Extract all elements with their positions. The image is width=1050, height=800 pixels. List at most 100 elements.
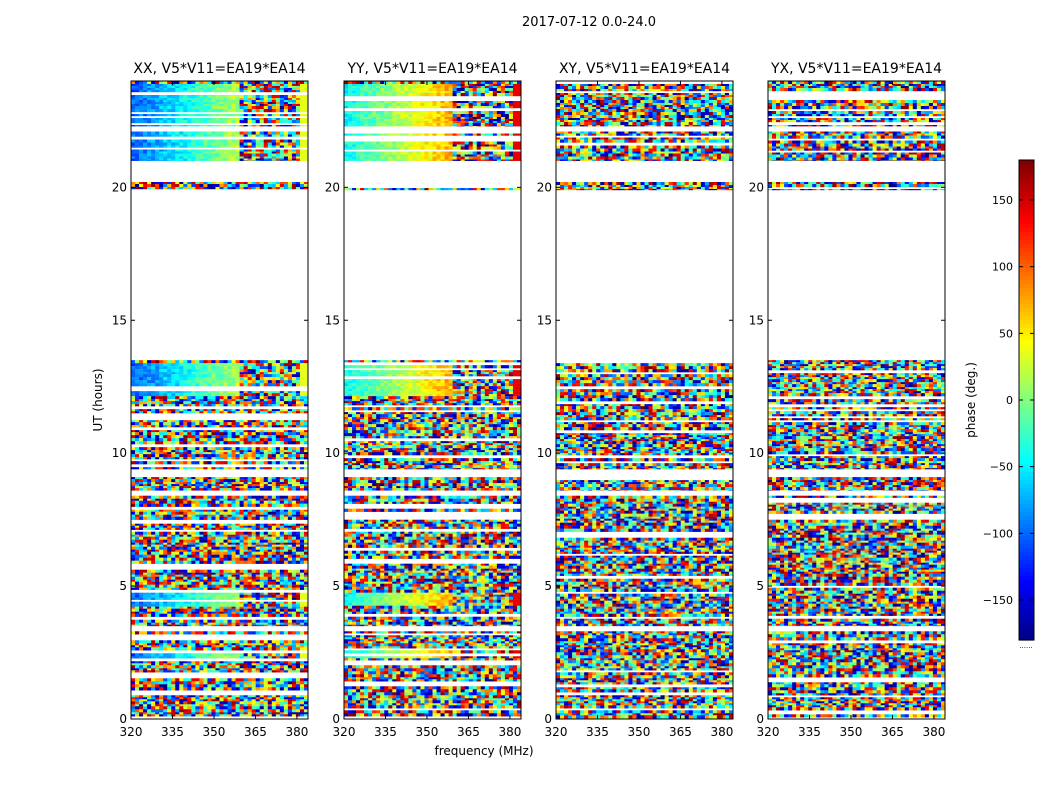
heatmap-cell	[155, 594, 160, 598]
heatmap-cell	[199, 360, 204, 364]
heatmap-cell	[243, 369, 248, 373]
heatmap-cell	[235, 380, 240, 384]
heatmap-cell	[275, 142, 281, 146]
heatmap-cell	[275, 420, 281, 423]
heatmap-cell	[259, 572, 265, 575]
heatmap-cell	[223, 701, 228, 705]
heatmap-cell	[243, 608, 248, 612]
heatmap-cell	[283, 681, 289, 685]
heatmap-cell	[295, 383, 301, 387]
heatmap-cell	[267, 401, 273, 405]
heatmap-cell	[303, 383, 308, 387]
heatmap-cell	[263, 477, 269, 480]
heatmap-cell	[227, 139, 232, 143]
heatmap-cell	[251, 663, 256, 666]
heatmap-cell	[283, 549, 289, 552]
heatmap-cell	[295, 377, 301, 381]
heatmap-cell	[179, 486, 184, 489]
heatmap-cell	[203, 684, 208, 688]
heatmap-cell	[279, 531, 285, 535]
heatmap-cell	[267, 684, 273, 688]
heatmap-cell	[163, 678, 168, 682]
heatmap-cell	[275, 709, 281, 713]
heatmap-cell	[227, 461, 232, 465]
heatmap-cell	[287, 484, 293, 487]
heatmap-cell	[279, 678, 285, 682]
heatmap-cell	[303, 613, 308, 617]
heatmap-cell	[295, 572, 301, 575]
heatmap-cell	[139, 668, 144, 671]
heatmap-cell	[135, 134, 140, 137]
heatmap-cell	[239, 536, 244, 540]
heatmap-cell	[259, 695, 265, 698]
heatmap-cell	[279, 544, 285, 547]
heatmap-cell	[151, 624, 156, 627]
heatmap-cell	[267, 608, 273, 612]
heatmap-cell	[295, 441, 301, 445]
heatmap-cell	[131, 608, 136, 612]
heatmap-cell	[211, 184, 216, 188]
heatmap-cell	[255, 447, 261, 451]
heatmap-cell	[231, 712, 236, 715]
heatmap-cell	[279, 601, 285, 604]
heatmap-cell	[199, 422, 204, 426]
heatmap-cell	[267, 435, 273, 439]
heatmap-cell	[203, 574, 208, 577]
heatmap-cell	[159, 393, 164, 397]
heatmap-cell	[291, 139, 297, 143]
heatmap-cell	[211, 594, 216, 598]
heatmap-cell	[203, 695, 208, 698]
heatmap-cell	[151, 574, 156, 577]
heatmap-cell	[267, 486, 273, 489]
heatmap-cell	[139, 647, 144, 651]
heatmap-cell	[239, 454, 244, 458]
heatmap-cell	[219, 479, 224, 483]
heatmap-cell	[139, 432, 144, 436]
heatmap-cell	[295, 425, 301, 428]
heatmap-cell	[279, 396, 285, 400]
heatmap-cell	[295, 187, 301, 190]
heatmap-cell	[191, 422, 196, 426]
heatmap-cell	[151, 665, 156, 669]
heatmap-cell	[151, 569, 156, 573]
heatmap-cell	[239, 709, 244, 713]
heatmap-cell	[215, 663, 220, 666]
heatmap-cell	[163, 546, 168, 550]
heatmap-cell	[191, 486, 196, 489]
heatmap-cell	[155, 399, 160, 402]
heatmap-cell	[135, 534, 140, 537]
heatmap-cell	[163, 606, 168, 609]
heatmap-cell	[303, 701, 308, 705]
heatmap-cell	[239, 551, 244, 555]
heatmap-cell	[199, 401, 204, 405]
heatmap-cell	[219, 430, 224, 433]
heatmap-cell	[227, 712, 232, 715]
heatmap-cell	[163, 516, 168, 520]
heatmap-cell	[263, 608, 269, 612]
heatmap-cell	[171, 592, 176, 595]
heatmap-cell	[159, 624, 164, 627]
heatmap-cell	[147, 592, 152, 595]
heatmap-cell	[263, 670, 269, 673]
heatmap-cell	[259, 606, 265, 609]
heatmap-cell	[303, 435, 308, 439]
heatmap-cell	[191, 714, 196, 717]
heatmap-cell	[303, 516, 308, 520]
heatmap-cell	[279, 534, 285, 537]
heatmap-cell	[239, 531, 244, 535]
heatmap-cell	[219, 665, 224, 669]
heatmap-cell	[207, 576, 212, 580]
heatmap-cell	[275, 461, 281, 465]
heatmap-cell	[215, 366, 220, 370]
heatmap-cell	[139, 139, 144, 143]
heatmap-cell	[179, 663, 184, 666]
heatmap-cell	[147, 619, 152, 623]
heatmap-cell	[211, 684, 216, 688]
heatmap-cell	[267, 377, 273, 381]
heatmap-cell	[199, 601, 204, 604]
heatmap-cell	[167, 503, 172, 507]
heatmap-cell	[283, 597, 289, 600]
heatmap-cell	[243, 572, 248, 575]
heatmap-cell	[187, 377, 192, 381]
heatmap-cell	[147, 486, 152, 489]
